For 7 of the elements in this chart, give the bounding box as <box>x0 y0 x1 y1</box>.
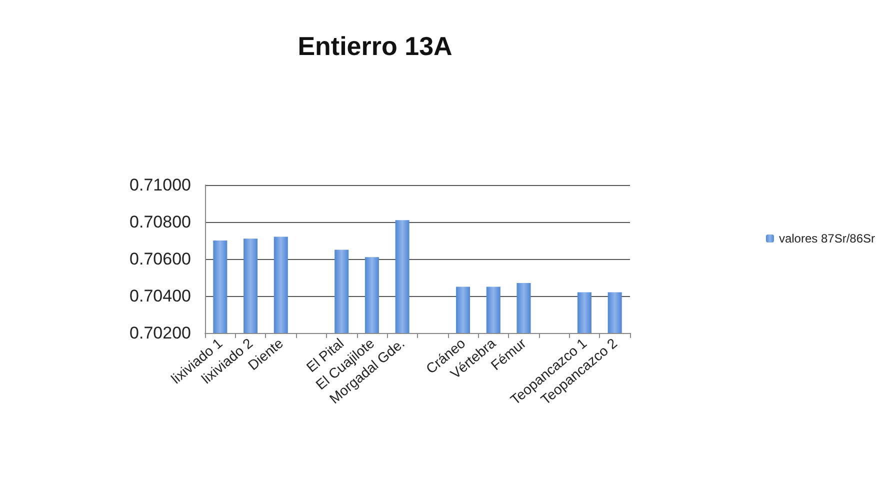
legend-label: valores 87Sr/86Sr <box>778 232 876 246</box>
y-tick-label: 0.71000 <box>130 176 191 194</box>
y-tick-label: 0.70600 <box>130 250 191 268</box>
y-tick-label: 0.70400 <box>130 286 191 306</box>
y-tick-label: 0.70800 <box>130 212 191 232</box>
chart-title: Entierro 13A <box>298 31 453 61</box>
y-tick-label: 0.70200 <box>130 324 191 342</box>
